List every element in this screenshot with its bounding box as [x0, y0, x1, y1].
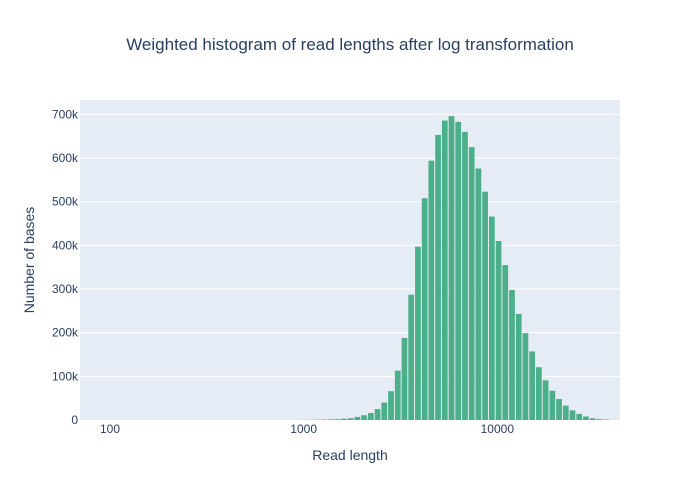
histogram-bar [549, 390, 556, 420]
y-tick-label: 600k [52, 151, 79, 165]
gridlines [80, 113, 620, 377]
histogram-bar [475, 168, 482, 420]
histogram-bar [583, 416, 589, 420]
histogram-bar [408, 294, 415, 420]
histogram-bar [341, 418, 347, 420]
histogram-bar [522, 333, 529, 420]
histogram-bar [495, 241, 502, 420]
y-tick-label: 500k [52, 195, 79, 209]
histogram-bar [435, 134, 441, 420]
y-axis-title: Number of bases [21, 207, 37, 314]
histogram-bar [448, 116, 455, 420]
histogram-bar [394, 370, 401, 420]
histogram-bar [529, 351, 536, 420]
x-axis-title: Read length [312, 447, 388, 463]
histogram-bar [361, 415, 368, 420]
histogram-bar [354, 416, 361, 420]
histogram-bar [556, 399, 562, 420]
y-tick-label: 100k [52, 369, 79, 383]
histogram-bar [596, 419, 603, 420]
histogram-bar [388, 391, 394, 420]
chart-title: Weighted histogram of read lengths after… [126, 35, 574, 54]
histogram-bar [462, 131, 468, 421]
y-tick-label: 200k [52, 326, 79, 340]
histogram-bar [562, 405, 569, 420]
histogram-bar [428, 160, 435, 420]
histogram-bar [515, 313, 522, 420]
histogram-bar [502, 265, 509, 420]
histogram-bar [347, 418, 354, 420]
y-axis-ticks: 0 100k 200k 300k 400k 500k 600k 700k [52, 107, 79, 427]
histogram-bar [569, 410, 576, 420]
x-tick-label: 100 [100, 422, 120, 436]
y-tick-label: 400k [52, 238, 79, 252]
histogram-bar [468, 147, 475, 421]
histogram-bar [421, 198, 428, 420]
y-tick-label: 300k [52, 282, 79, 296]
x-axis-ticks: 100 1000 10000 [100, 422, 514, 436]
histogram-bar [589, 418, 596, 420]
histogram-bar [401, 337, 408, 420]
histogram-bar [415, 246, 421, 420]
histogram-bar [381, 402, 388, 420]
histogram-bar [542, 380, 549, 420]
histogram-bar [509, 289, 515, 420]
histogram-bar [334, 419, 341, 420]
histogram-bar [536, 367, 542, 420]
histogram-bar [374, 409, 381, 420]
histogram-bar [367, 413, 374, 420]
histogram-bar [327, 419, 334, 420]
x-tick-label: 1000 [290, 422, 317, 436]
y-tick-label: 700k [52, 107, 79, 121]
histogram-bar [488, 216, 495, 420]
histogram-bar [576, 413, 583, 420]
histogram-bar [455, 121, 462, 421]
x-tick-label: 10000 [481, 422, 515, 436]
y-tick-label: 0 [71, 413, 78, 427]
bars [300, 116, 609, 421]
histogram-bar [482, 191, 488, 420]
histogram-bar [441, 120, 448, 420]
